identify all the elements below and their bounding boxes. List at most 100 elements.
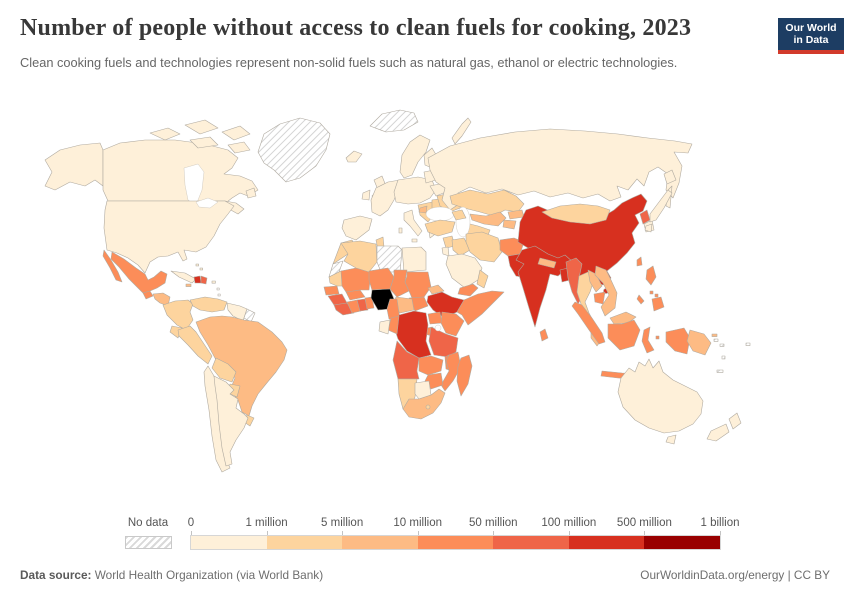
country-yemen[interactable] [457, 283, 479, 297]
country-mexico-baja[interactable] [102, 249, 123, 283]
legend-segment-0[interactable] [191, 536, 267, 549]
country-sri-lanka[interactable] [539, 328, 549, 342]
country-gabon[interactable] [378, 319, 391, 335]
country-zambia[interactable] [418, 355, 444, 376]
country-senegal[interactable] [323, 285, 340, 296]
country-venezuela[interactable] [189, 296, 228, 313]
country-chad[interactable] [389, 269, 410, 298]
country-kalimantan[interactable] [607, 319, 641, 351]
country-vietnam[interactable] [594, 265, 618, 317]
country-taiwan[interactable] [636, 256, 643, 267]
country-algeria[interactable] [340, 240, 378, 273]
legend-segment-5[interactable] [568, 536, 645, 549]
country-angola[interactable] [392, 340, 420, 380]
country-caucasus[interactable] [451, 209, 467, 221]
country-nz-north[interactable] [728, 412, 742, 430]
country-svalbard[interactable] [369, 109, 419, 133]
country-new-britain[interactable] [711, 333, 718, 337]
country-solomon-1[interactable] [713, 338, 719, 342]
country-canada-arctic-1[interactable] [149, 127, 181, 141]
country-tasmania[interactable] [665, 434, 677, 445]
country-japan-honshu[interactable] [649, 189, 673, 223]
country-sardinia[interactable] [398, 227, 403, 234]
country-mozambique[interactable] [440, 351, 462, 392]
country-niger[interactable] [368, 267, 395, 291]
country-egypt[interactable] [401, 246, 427, 273]
country-australia[interactable] [617, 358, 704, 434]
country-sulawesi[interactable] [641, 326, 655, 354]
country-vanuatu[interactable] [721, 355, 726, 360]
country-mali[interactable] [340, 267, 372, 293]
country-mindanao[interactable] [651, 296, 665, 312]
legend-segment-1[interactable] [266, 536, 343, 549]
country-uganda[interactable] [427, 311, 443, 325]
country-haiti[interactable] [193, 275, 202, 284]
country-lesotho[interactable] [425, 404, 431, 410]
country-visayas-2[interactable] [654, 293, 659, 298]
country-canada-arctic-4[interactable] [189, 136, 219, 149]
country-canada-arctic-2[interactable] [184, 119, 219, 135]
country-iraq[interactable] [451, 237, 471, 257]
legend-segment-3[interactable] [417, 536, 494, 549]
country-togo-benin[interactable] [364, 296, 375, 310]
country-newfoundland[interactable] [245, 187, 257, 199]
country-saudi-arabia[interactable] [445, 253, 483, 289]
country-tajikistan[interactable] [502, 219, 517, 230]
country-bahamas-2[interactable] [199, 267, 203, 271]
country-malaysia-borneo[interactable] [609, 311, 637, 325]
country-usa[interactable] [103, 200, 235, 274]
country-iceland[interactable] [345, 150, 363, 163]
country-ghana[interactable] [356, 298, 369, 312]
country-israel-jordan[interactable] [441, 246, 450, 257]
country-papua-new-guinea[interactable] [686, 329, 712, 356]
country-greenland[interactable] [257, 117, 331, 183]
country-bolivia[interactable] [211, 357, 237, 383]
country-japan-hokkaido[interactable] [663, 169, 677, 185]
country-india[interactable] [515, 245, 579, 328]
country-sumatra[interactable] [571, 301, 606, 345]
legend-no-data-swatch[interactable] [125, 536, 172, 549]
country-mexico[interactable] [110, 251, 168, 294]
country-italy[interactable] [403, 209, 423, 237]
legend-segment-2[interactable] [342, 536, 418, 549]
country-alaska[interactable] [44, 142, 104, 191]
footer-link[interactable]: OurWorldinData.org/energy | CC BY [640, 568, 830, 582]
country-argentina[interactable] [213, 375, 249, 467]
country-iran[interactable] [465, 231, 503, 263]
legend-segment-4[interactable] [493, 536, 569, 549]
country-bahamas[interactable] [195, 263, 199, 267]
country-iberia[interactable] [341, 215, 373, 241]
country-lesser-antilles-1[interactable] [216, 287, 220, 291]
country-laos[interactable] [587, 269, 603, 293]
country-kenya[interactable] [440, 311, 465, 337]
country-west-papua[interactable] [665, 327, 691, 355]
country-canada-arctic-3[interactable] [221, 125, 251, 141]
country-jamaica[interactable] [185, 283, 192, 287]
country-new-caledonia[interactable] [716, 369, 724, 373]
country-peru[interactable] [177, 325, 213, 365]
country-ireland[interactable] [361, 189, 371, 201]
country-madagascar[interactable] [456, 354, 473, 397]
country-sicily[interactable] [411, 238, 418, 243]
country-luzon[interactable] [645, 265, 657, 286]
country-lesser-antilles-2[interactable] [217, 293, 221, 297]
country-somalia[interactable] [456, 290, 505, 326]
country-cuba[interactable] [170, 270, 197, 284]
country-south-africa[interactable] [402, 388, 446, 420]
country-visayas-1[interactable] [649, 290, 654, 295]
country-uzbekistan[interactable] [469, 211, 507, 227]
country-turkey[interactable] [424, 219, 456, 237]
country-guatemala[interactable] [142, 290, 154, 300]
country-scandinavia[interactable] [399, 134, 431, 179]
country-moluccas[interactable] [655, 335, 660, 340]
country-fiji[interactable] [745, 342, 751, 346]
country-puerto-rico[interactable] [211, 280, 216, 284]
country-oman[interactable] [476, 269, 489, 289]
country-kyrgyzstan[interactable] [507, 209, 525, 220]
country-palawan[interactable] [636, 294, 645, 305]
country-solomon-2[interactable] [719, 343, 725, 347]
country-libya[interactable] [376, 245, 403, 273]
country-colombia[interactable] [162, 299, 194, 331]
owid-logo[interactable]: Our World in Data [778, 18, 844, 54]
country-sudan[interactable] [404, 271, 432, 299]
